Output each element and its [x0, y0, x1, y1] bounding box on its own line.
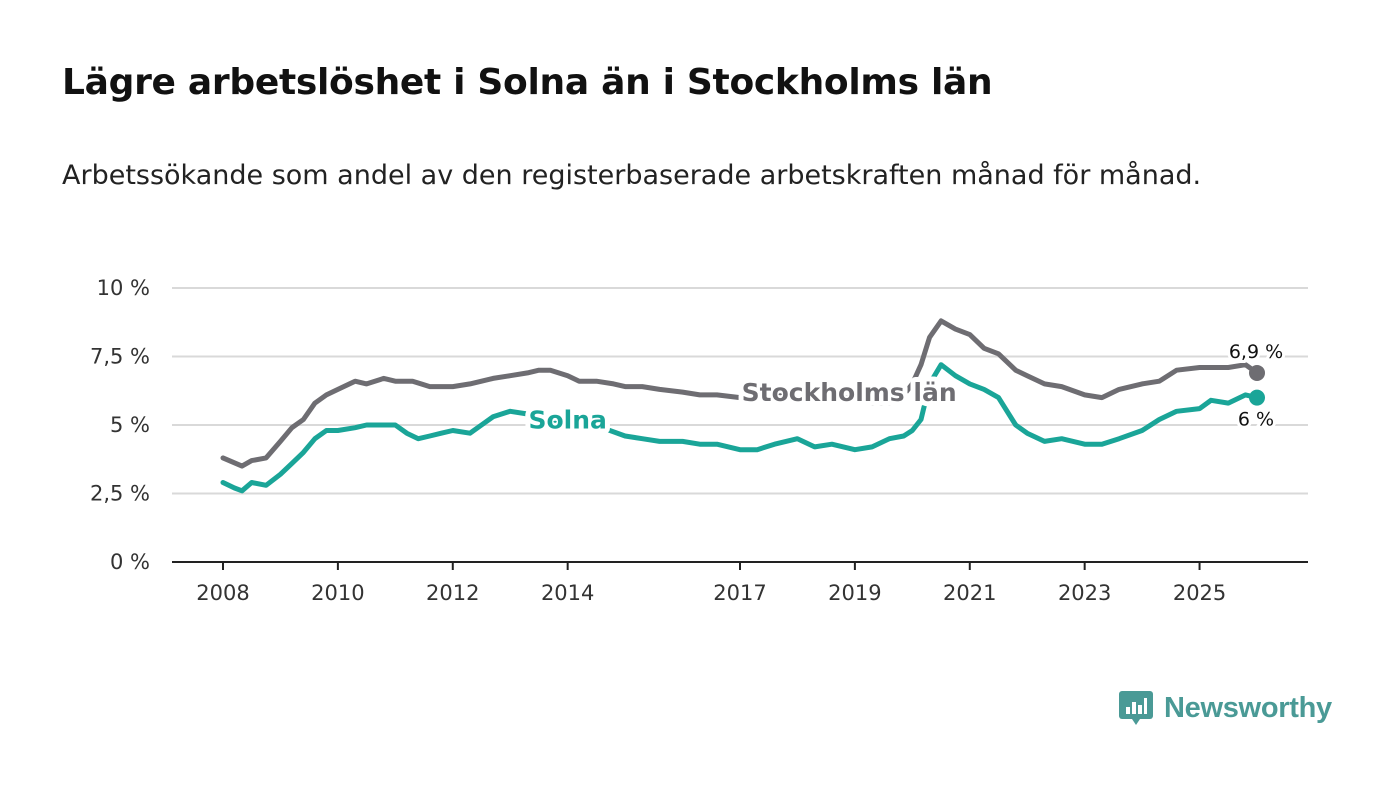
series-end-dot — [1249, 389, 1265, 406]
brand-name: Newsworthy — [1164, 691, 1332, 724]
chart-subtitle: Arbetssökande som andel av den registerb… — [62, 160, 1202, 191]
y-tick-label: 10 % — [97, 276, 150, 300]
series-end-dot — [1249, 364, 1265, 381]
x-tick-label: 2012 — [426, 581, 479, 605]
series-line — [220, 362, 1260, 494]
x-tick-label: 2019 — [828, 581, 881, 605]
chart-title: Lägre arbetslöshet i Solna än i Stockhol… — [62, 62, 993, 103]
y-tick-label: 2,5 % — [90, 482, 150, 506]
x-tick-label: 2023 — [1058, 581, 1111, 605]
y-axis-ticks: 0 % 2,5 % 5 % 7,5 % 10 % — [90, 276, 150, 574]
y-tick-label: 0 % — [110, 550, 150, 574]
x-tick-label: 2014 — [541, 581, 594, 605]
x-tick-label: 2021 — [943, 581, 996, 605]
x-tick-label: 2008 — [196, 581, 249, 605]
series-line — [220, 318, 1260, 469]
x-tick-label: 2017 — [713, 581, 766, 605]
bar-chart-speech-bubble-icon — [1119, 691, 1153, 725]
series-lines — [220, 318, 1260, 494]
y-tick-label: 5 % — [110, 413, 150, 437]
x-tick-label: 2010 — [311, 581, 364, 605]
series-label: Stockholms län — [742, 378, 957, 407]
series-labels: Stockholms län Solna 6,9 % 6 % — [523, 338, 1286, 440]
newsworthy-logo: Newsworthy — [1118, 690, 1332, 726]
y-tick-label: 7,5 % — [90, 345, 150, 369]
x-axis-ticks: 2008 2010 2012 2014 2017 2019 2021 2023 2025 — [196, 562, 1226, 605]
gridlines — [172, 287, 1308, 563]
series-end-label: 6,9 % — [1229, 341, 1283, 363]
series-end-label: 6 % — [1238, 409, 1274, 431]
x-tick-label: 2025 — [1173, 581, 1226, 605]
series-label: Solna — [528, 406, 606, 435]
